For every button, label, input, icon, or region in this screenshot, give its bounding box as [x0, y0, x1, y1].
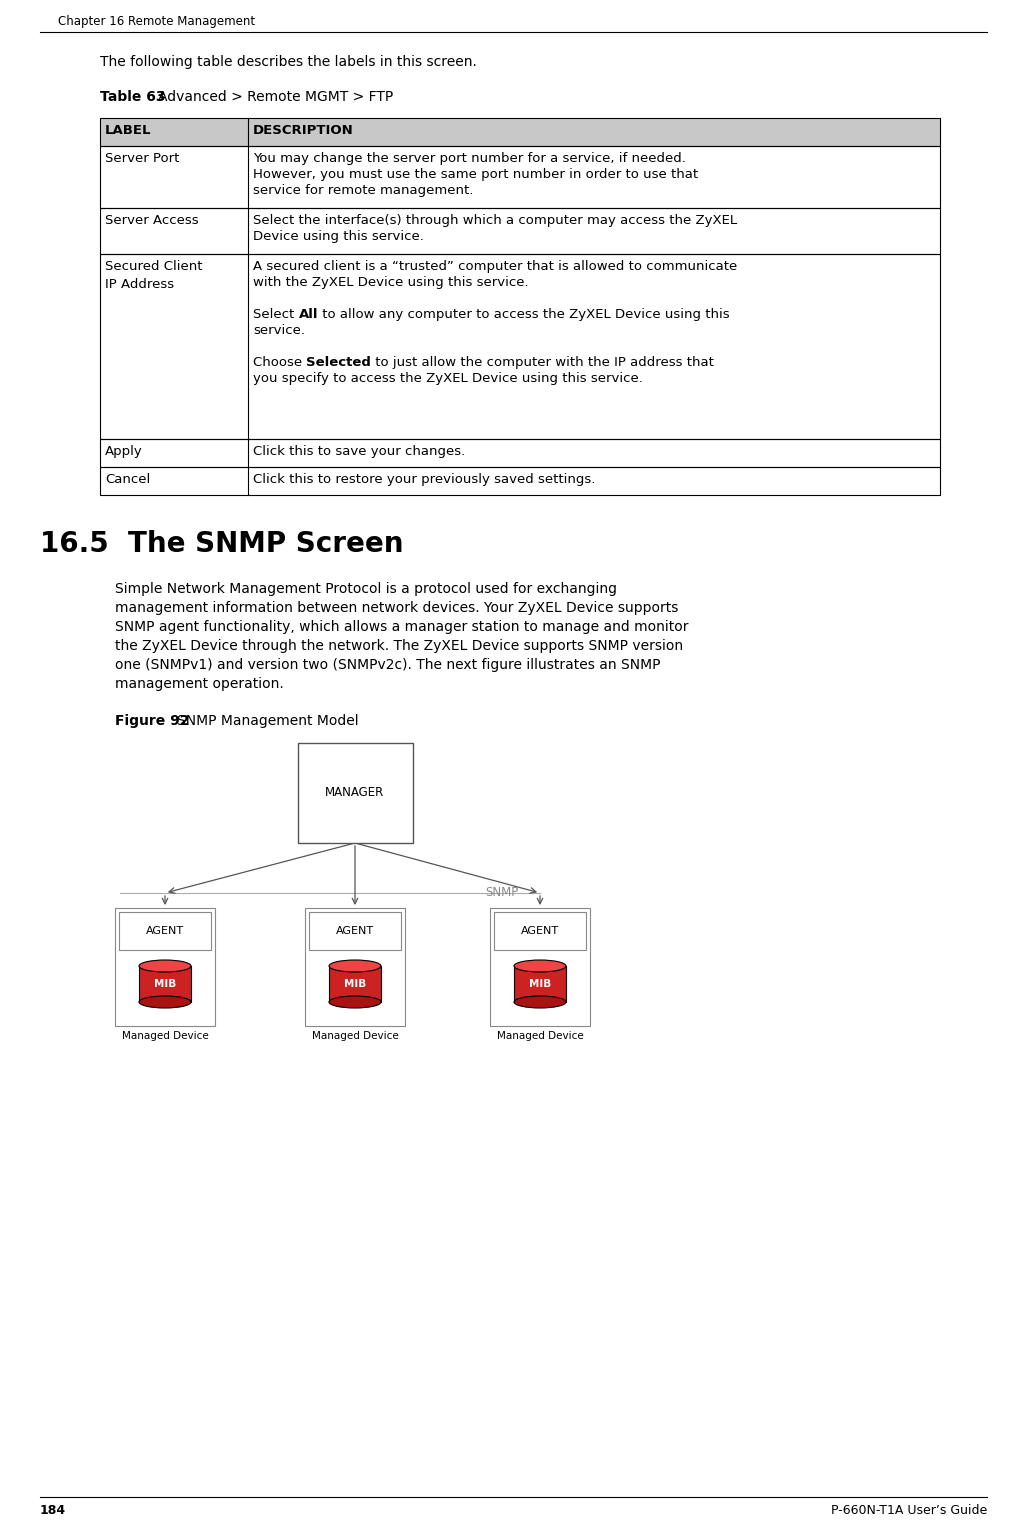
Text: Chapter 16 Remote Management: Chapter 16 Remote Management — [58, 15, 255, 27]
Ellipse shape — [139, 960, 191, 972]
Text: Advanced > Remote MGMT > FTP: Advanced > Remote MGMT > FTP — [158, 90, 393, 104]
Ellipse shape — [139, 997, 191, 1007]
Text: to allow any computer to access the ZyXEL Device using this: to allow any computer to access the ZyXE… — [318, 308, 729, 322]
Ellipse shape — [514, 997, 566, 1007]
Text: The following table describes the labels in this screen.: The following table describes the labels… — [100, 55, 477, 69]
Text: Cancel: Cancel — [105, 472, 150, 486]
Text: Choose: Choose — [253, 357, 306, 369]
Text: Apply: Apply — [105, 445, 143, 459]
Bar — [309, 911, 401, 949]
Bar — [100, 207, 940, 255]
Text: Simple Network Management Protocol is a protocol used for exchanging: Simple Network Management Protocol is a … — [115, 582, 617, 596]
Text: Device using this service.: Device using this service. — [253, 230, 424, 242]
Text: AGENT: AGENT — [521, 927, 559, 936]
Text: SNMP: SNMP — [485, 887, 519, 899]
Text: AGENT: AGENT — [336, 927, 374, 936]
Text: to just allow the computer with the IP address that: to just allow the computer with the IP a… — [371, 357, 714, 369]
Text: Secured Client
IP Address: Secured Client IP Address — [105, 261, 202, 291]
Ellipse shape — [329, 960, 381, 972]
Bar — [100, 117, 940, 146]
Text: SNMP Management Model: SNMP Management Model — [177, 715, 358, 728]
Bar — [100, 466, 940, 495]
Text: management operation.: management operation. — [115, 677, 283, 690]
Text: Managed Device: Managed Device — [497, 1032, 583, 1041]
Text: service for remote management.: service for remote management. — [253, 184, 473, 197]
Bar — [139, 966, 191, 1001]
Bar — [119, 911, 211, 949]
Text: DESCRIPTION: DESCRIPTION — [253, 123, 353, 137]
Bar — [100, 439, 940, 466]
Text: 16.5  The SNMP Screen: 16.5 The SNMP Screen — [40, 530, 404, 558]
Bar — [490, 908, 589, 1026]
Text: MIB: MIB — [154, 978, 176, 989]
Text: LABEL: LABEL — [105, 123, 152, 137]
Text: Server Access: Server Access — [105, 213, 198, 227]
Bar — [100, 439, 940, 466]
Text: one (SNMPv1) and version two (SNMPv2c). The next figure illustrates an SNMP: one (SNMPv1) and version two (SNMPv2c). … — [115, 658, 660, 672]
Text: MANAGER: MANAGER — [326, 786, 385, 800]
Bar — [100, 466, 940, 495]
Text: Select: Select — [253, 308, 299, 322]
Bar — [329, 966, 381, 1001]
Bar — [100, 207, 940, 255]
Text: with the ZyXEL Device using this service.: with the ZyXEL Device using this service… — [253, 276, 529, 290]
Text: Click this to restore your previously saved settings.: Click this to restore your previously sa… — [253, 472, 596, 486]
Text: However, you must use the same port number in order to use that: However, you must use the same port numb… — [253, 168, 698, 181]
Text: Table 63: Table 63 — [100, 90, 165, 104]
Bar — [115, 908, 215, 1026]
Text: Managed Device: Managed Device — [311, 1032, 398, 1041]
Bar — [494, 911, 586, 949]
Text: Server Port: Server Port — [105, 152, 180, 165]
Text: A secured client is a “trusted” computer that is allowed to communicate: A secured client is a “trusted” computer… — [253, 261, 737, 273]
Ellipse shape — [514, 960, 566, 972]
Bar — [100, 146, 940, 207]
Text: MIB: MIB — [344, 978, 366, 989]
Text: the ZyXEL Device through the network. The ZyXEL Device supports SNMP version: the ZyXEL Device through the network. Th… — [115, 639, 683, 652]
Text: management information between network devices. Your ZyXEL Device supports: management information between network d… — [115, 600, 679, 616]
Text: Figure 92: Figure 92 — [115, 715, 190, 728]
Text: SNMP agent functionality, which allows a manager station to manage and monitor: SNMP agent functionality, which allows a… — [115, 620, 688, 634]
Text: Select the interface(s) through which a computer may access the ZyXEL: Select the interface(s) through which a … — [253, 213, 737, 227]
Ellipse shape — [329, 997, 381, 1007]
Bar — [514, 966, 566, 1001]
Text: Managed Device: Managed Device — [121, 1032, 208, 1041]
Text: You may change the server port number for a service, if needed.: You may change the server port number fo… — [253, 152, 686, 165]
Text: MIB: MIB — [529, 978, 551, 989]
Text: Selected: Selected — [306, 357, 371, 369]
Bar — [100, 117, 940, 146]
Text: All: All — [299, 308, 318, 322]
Bar — [100, 255, 940, 439]
Text: service.: service. — [253, 325, 305, 337]
Bar — [100, 255, 940, 439]
Text: you specify to access the ZyXEL Device using this service.: you specify to access the ZyXEL Device u… — [253, 372, 643, 386]
Text: AGENT: AGENT — [146, 927, 184, 936]
Bar — [305, 908, 405, 1026]
Text: P-660N-T1A User’s Guide: P-660N-T1A User’s Guide — [831, 1504, 987, 1516]
Bar — [298, 744, 413, 843]
Text: Click this to save your changes.: Click this to save your changes. — [253, 445, 465, 459]
Bar — [100, 146, 940, 207]
Text: 184: 184 — [40, 1504, 66, 1516]
